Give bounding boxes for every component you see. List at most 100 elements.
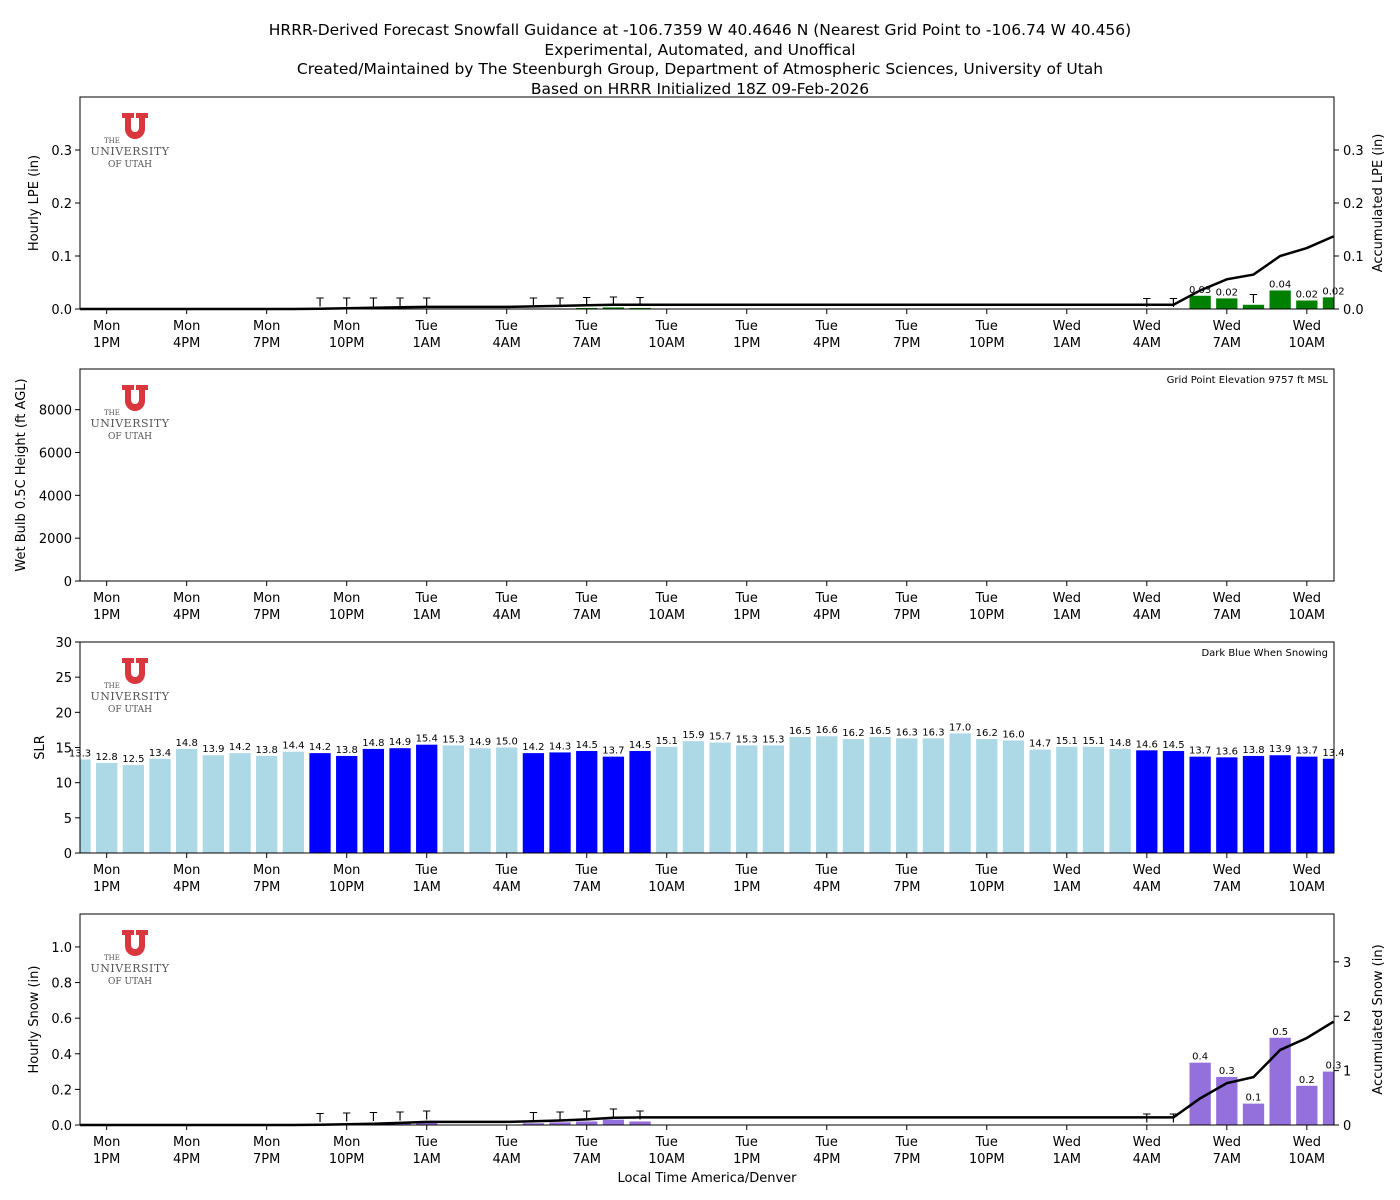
x-tick-label-day: Tue	[895, 1135, 918, 1150]
bar-label: 15.3	[762, 734, 784, 745]
x-tick-label-time: 7PM	[893, 880, 920, 895]
x-tick-label-time: 1PM	[93, 880, 120, 895]
bar	[122, 765, 144, 853]
x-tick-label-day: Tue	[975, 1135, 998, 1150]
bar-label: 0.02	[1296, 290, 1318, 301]
y-tick-label: 8000	[39, 404, 72, 419]
y2-tick-label: 0.2	[1343, 197, 1364, 212]
bar-label: 14.3	[549, 741, 571, 752]
bar-label: 16.0	[1002, 729, 1024, 740]
x-tick-label-time: 7AM	[573, 880, 601, 895]
bar	[1136, 750, 1158, 853]
bar	[762, 745, 785, 853]
bar	[1082, 746, 1105, 853]
bar-label: 14.6	[1136, 739, 1158, 750]
bar-label: 13.7	[602, 746, 624, 757]
x-tick-label-day: Tue	[575, 1135, 598, 1150]
x-tick-label-day: Tue	[655, 1135, 678, 1150]
logo-text-university: UNIVERSITY	[91, 962, 170, 975]
x-tick-label-day: Wed	[1213, 319, 1241, 334]
bar-label: 14.7	[1029, 739, 1051, 750]
x-tick-label-time: 1AM	[413, 336, 441, 351]
logo-text-of-utah: OF UTAH	[108, 432, 152, 442]
x-tick-label-day: Mon	[333, 1135, 360, 1150]
bar-label: 0.02	[1322, 286, 1344, 297]
x-tick-label-day: Tue	[415, 1135, 438, 1150]
panel-annotation: Grid Point Elevation 9757 ft MSL	[1167, 375, 1329, 386]
bar-label: 16.3	[922, 727, 944, 738]
y-tick-label: 0	[64, 575, 72, 590]
x-tick-label-time: 1PM	[93, 608, 120, 623]
bar-label: 0.2	[1299, 1075, 1315, 1086]
bar-label: 13.7	[1189, 746, 1211, 757]
block-u-icon	[122, 930, 148, 956]
bar	[869, 736, 891, 853]
x-tick-label-day: Mon	[93, 863, 120, 878]
panel-annotation: Dark Blue When Snowing	[1201, 648, 1328, 659]
x-tick-label-day: Mon	[173, 863, 200, 878]
title-line-2: Experimental, Automated, and Unoffical	[544, 40, 856, 59]
y-tick-label: 20	[55, 706, 72, 721]
bar-label: T	[395, 295, 404, 309]
bar-label: 16.2	[842, 728, 864, 739]
x-tick-label-day: Mon	[253, 863, 280, 878]
logo-text-university: UNIVERSITY	[91, 417, 170, 430]
x-tick-label-day: Tue	[895, 591, 918, 606]
axes-frame	[79, 368, 1335, 582]
y2-tick-label: 0	[1343, 1119, 1351, 1134]
bar	[549, 752, 571, 853]
x-tick-label-day: Tue	[495, 1135, 518, 1150]
bar-label: 14.8	[1109, 738, 1131, 749]
y-tick-label: 15	[55, 742, 72, 757]
bar	[576, 751, 598, 853]
x-tick-label-time: 10PM	[329, 608, 365, 623]
x-tick-label-time: 1PM	[733, 608, 760, 623]
bar	[1002, 740, 1025, 853]
x-tick-label-time: 1PM	[733, 880, 760, 895]
bar-label: T	[315, 1111, 324, 1125]
bar-label: 14.4	[282, 741, 304, 752]
x-tick-label-day: Wed	[1053, 863, 1081, 878]
x-tick-label-day: Tue	[495, 591, 518, 606]
x-tick-label-time: 7AM	[573, 336, 601, 351]
x-tick-label-day: Tue	[575, 863, 598, 878]
x-tick-label-time: 4AM	[1133, 608, 1161, 623]
x-tick-label-time: 10PM	[969, 336, 1005, 351]
y-tick-label: 0.4	[51, 1048, 72, 1063]
x-tick-label-time: 1PM	[733, 1152, 760, 1167]
x-tick-label-day: Wed	[1133, 319, 1161, 334]
y-tick-label: 0.0	[51, 1119, 72, 1134]
bar-label: 12.8	[96, 752, 118, 763]
bar	[1296, 756, 1318, 853]
x-tick-label-time: 1AM	[1053, 608, 1081, 623]
bar-label: T	[529, 295, 538, 309]
bar-label: 16.2	[976, 728, 998, 739]
bar	[1296, 1085, 1318, 1125]
bar-label: 14.5	[1162, 740, 1184, 751]
x-tick-label-day: Mon	[333, 591, 360, 606]
y2-tick-label: 1	[1343, 1065, 1351, 1080]
bar-label: 0.4	[1192, 1052, 1208, 1063]
x-tick-label-day: Tue	[815, 319, 838, 334]
x-tick-label-time: 4AM	[1133, 336, 1161, 351]
x-tick-label-time: 4PM	[173, 336, 200, 351]
x-tick-label-day: Tue	[815, 591, 838, 606]
x-tick-label-day: Wed	[1213, 591, 1241, 606]
x-tick-label-day: Tue	[975, 319, 998, 334]
x-tick-label-day: Mon	[333, 319, 360, 334]
x-tick-label-time: 4AM	[493, 336, 521, 351]
bar	[1189, 756, 1211, 853]
x-tick-label-time: 4PM	[813, 880, 840, 895]
x-tick-label-day: Tue	[735, 1135, 758, 1150]
bar-label: 0.3	[1326, 1061, 1342, 1072]
bar	[629, 307, 651, 309]
x-tick-label-time: 10PM	[329, 880, 365, 895]
y2-tick-label: 0.3	[1343, 144, 1364, 159]
bar	[149, 758, 171, 853]
bar-label: 13.9	[202, 744, 224, 755]
bar-label: 13.6	[1216, 746, 1238, 757]
